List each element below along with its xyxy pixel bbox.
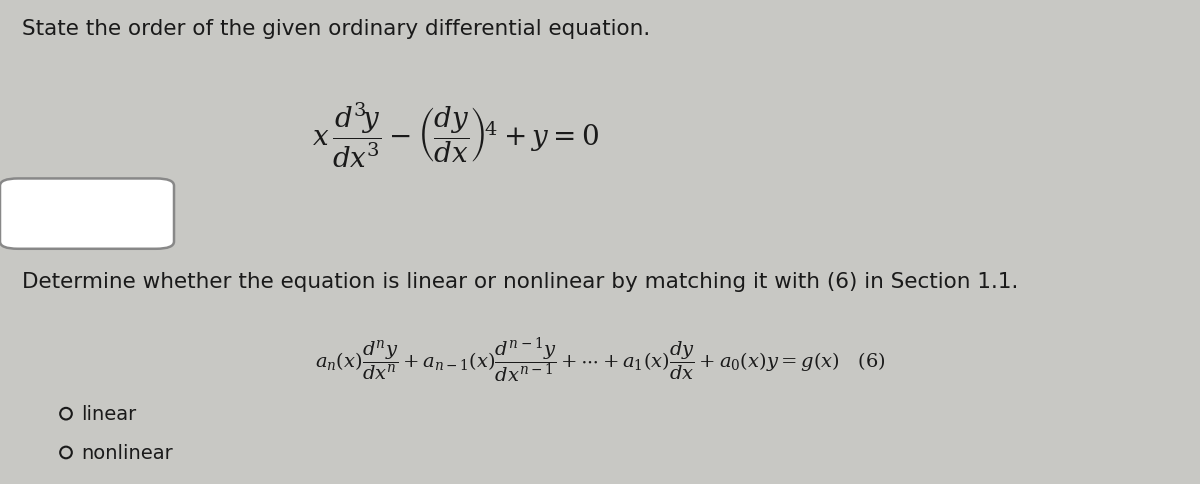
Text: $x\,\dfrac{d^3\!y}{dx^3} - \left(\dfrac{dy}{dx}\right)^{\!4} + y = 0$: $x\,\dfrac{d^3\!y}{dx^3} - \left(\dfrac{… bbox=[312, 101, 600, 170]
FancyBboxPatch shape bbox=[0, 179, 174, 249]
Text: linear: linear bbox=[82, 404, 137, 424]
Text: $a_n(x)\dfrac{d^ny}{dx^n} + a_{n-1}(x)\dfrac{d^{n-1}y}{dx^{n-1}} + \cdots + a_1(: $a_n(x)\dfrac{d^ny}{dx^n} + a_{n-1}(x)\d… bbox=[314, 335, 886, 386]
Text: State the order of the given ordinary differential equation.: State the order of the given ordinary di… bbox=[22, 19, 650, 39]
Text: nonlinear: nonlinear bbox=[82, 443, 173, 462]
Text: Determine whether the equation is linear or nonlinear by matching it with (6) in: Determine whether the equation is linear… bbox=[22, 271, 1018, 291]
